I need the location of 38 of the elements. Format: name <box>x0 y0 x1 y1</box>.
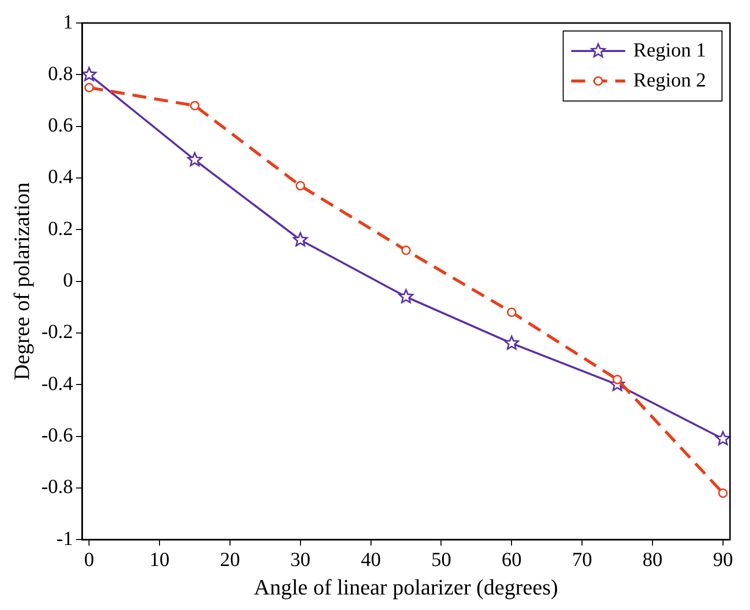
point <box>84 82 94 92</box>
point <box>506 308 516 318</box>
x-tick-label: 10 <box>150 548 170 571</box>
point <box>716 431 730 446</box>
point <box>398 289 414 304</box>
legend-label: Region 2 <box>633 69 706 92</box>
x-tick-label: 0 <box>84 548 94 571</box>
x-tick-label: 60 <box>502 548 522 571</box>
x-tick-label: 20 <box>220 548 240 571</box>
y-tick-label: 0 <box>63 270 74 292</box>
y-tick-label: -0.4 <box>41 372 74 395</box>
point <box>82 66 97 82</box>
y-tick-label: -0.8 <box>41 476 74 498</box>
y-tick-label: 0.6 <box>48 114 74 137</box>
point <box>292 232 308 246</box>
point <box>190 100 200 110</box>
x-axis-title: Angle of linear polarizer (degrees) <box>254 574 558 600</box>
y-tick-label: 0.4 <box>48 166 74 188</box>
y-tick-label: 0.8 <box>48 62 74 85</box>
x-tick-label: 30 <box>290 548 310 571</box>
point <box>504 336 520 350</box>
point <box>612 374 622 384</box>
y-tick-label: -0.2 <box>41 321 74 344</box>
point <box>401 246 411 256</box>
legend-label: Region 1 <box>633 39 706 62</box>
x-tick-label: 50 <box>431 548 452 571</box>
point <box>296 180 306 190</box>
x-tick-label: 80 <box>642 548 663 571</box>
y-tick-label: -1 <box>56 528 74 550</box>
y-tick-label: 0.2 <box>48 218 74 240</box>
x-tick-label: 40 <box>360 548 381 571</box>
y-axis-title: Degree of polarization <box>8 182 34 380</box>
x-tick-label: 90 <box>712 548 733 571</box>
x-tick-label: 70 <box>572 548 592 571</box>
point <box>718 488 728 498</box>
point <box>187 152 202 166</box>
y-tick-label: 1 <box>63 11 74 34</box>
y-tick-label: -0.6 <box>41 424 74 447</box>
